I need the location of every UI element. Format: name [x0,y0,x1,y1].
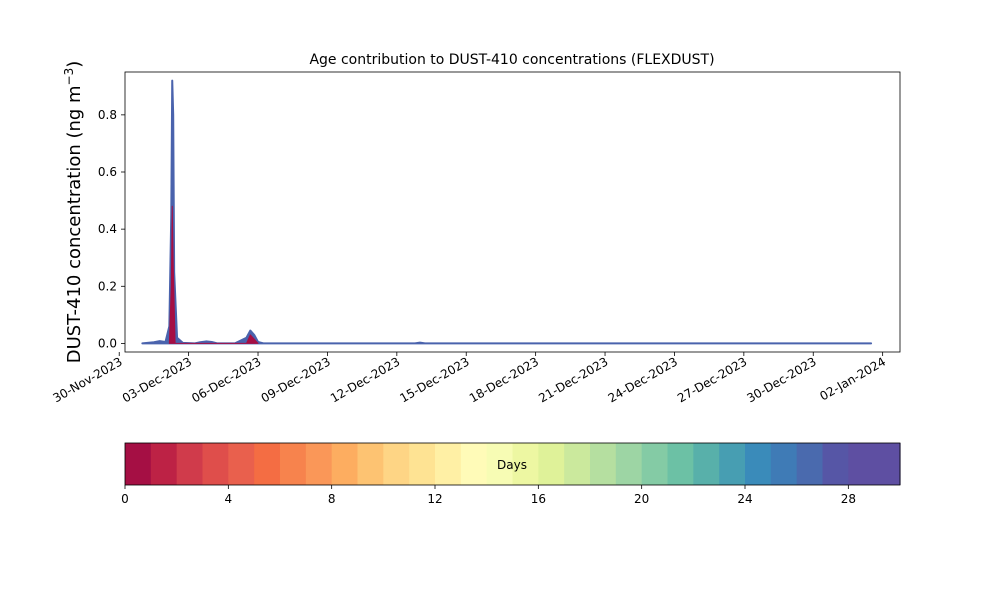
x-tick-label: 12-Dec-2023 [328,354,402,405]
colorbar-segment [435,443,462,485]
x-tick-label: 02-Jan-2024 [817,354,888,403]
x-tick-label: 09-Dec-2023 [259,354,333,405]
colorbar-segment [305,443,333,485]
series-area-1 [168,205,259,344]
y-axis-label-main: DUST-410 concentration (ng m [64,85,85,363]
x-tick-label: 21-Dec-2023 [536,354,610,405]
x-tick-label: 24-Dec-2023 [606,354,680,405]
colorbar-tick-label: 4 [225,492,233,506]
colorbar-tick-label: 28 [841,492,856,506]
series-area-0 [141,79,873,345]
colorbar-segment [641,443,669,485]
colorbar-segment [150,443,178,485]
y-tick-label: 0.8 [98,108,117,122]
x-tick-label: 06-Dec-2023 [189,354,263,405]
colorbar-segment [254,443,281,485]
colorbar-segment [590,443,617,485]
y-axis-label: DUST-410 concentration (ng m−3) [62,61,85,364]
x-tick-label: 15-Dec-2023 [397,354,471,405]
x-tick-label: 27-Dec-2023 [675,354,749,405]
colorbar-segment [383,443,410,485]
plot-area [141,79,873,345]
y-tick-label: 0.6 [98,165,117,179]
colorbar-tick-label: 16 [531,492,546,506]
y-tick-label: 0.2 [98,279,117,293]
colorbar [125,443,901,485]
colorbar-tick-label: 20 [634,492,649,506]
colorbar-tick-label: 12 [427,492,442,506]
colorbar-segment [745,443,772,485]
colorbar-segment [460,443,488,485]
y-axis-label-close: ) [64,61,85,68]
colorbar-segment [693,443,720,485]
colorbar-segment [280,443,307,485]
x-tick-label: 03-Dec-2023 [120,354,194,405]
x-tick-label: 30-Dec-2023 [744,354,818,405]
colorbar-label: Days [497,458,527,472]
colorbar-segment [874,443,901,485]
y-axis-label-sup: −3 [62,68,76,86]
y-tick-label: 0.0 [98,336,117,350]
colorbar-segment [409,443,436,485]
colorbar-segment [796,443,824,485]
colorbar-tick-label: 0 [121,492,129,506]
colorbar-segment [486,443,514,485]
colorbar-segment [512,443,539,485]
colorbar-segment [564,443,591,485]
colorbar-segment [202,443,229,485]
colorbar-segment [538,443,565,485]
colorbar-frame [124,442,901,486]
x-tick-label: 18-Dec-2023 [467,354,541,405]
colorbar-segment [848,443,875,485]
chart-title: Age contribution to DUST-410 concentrati… [309,52,714,68]
y-tick-label: 0.4 [98,222,117,236]
colorbar-segment [615,443,643,485]
colorbar-segment [667,443,694,485]
colorbar-axis: 0 4 8 12 16 20 24 28 [121,485,856,506]
x-tick-label: 30-Nov-2023 [51,354,125,405]
colorbar-segment [770,443,798,485]
colorbar-segment [357,443,384,485]
x-axis: 30-Nov-202303-Dec-202306-Dec-202309-Dec-… [51,352,888,405]
colorbar-segment [822,443,849,485]
colorbar-segment [228,443,255,485]
colorbar-segment [719,443,746,485]
colorbar-tick-label: 8 [328,492,336,506]
plot-frame [124,71,901,353]
colorbar-segment [176,443,204,485]
y-axis: 0.0 0.2 0.4 0.6 0.8 [98,108,125,350]
colorbar-segment [331,443,359,485]
colorbar-segment [125,443,152,485]
colorbar-tick-label: 24 [737,492,752,506]
